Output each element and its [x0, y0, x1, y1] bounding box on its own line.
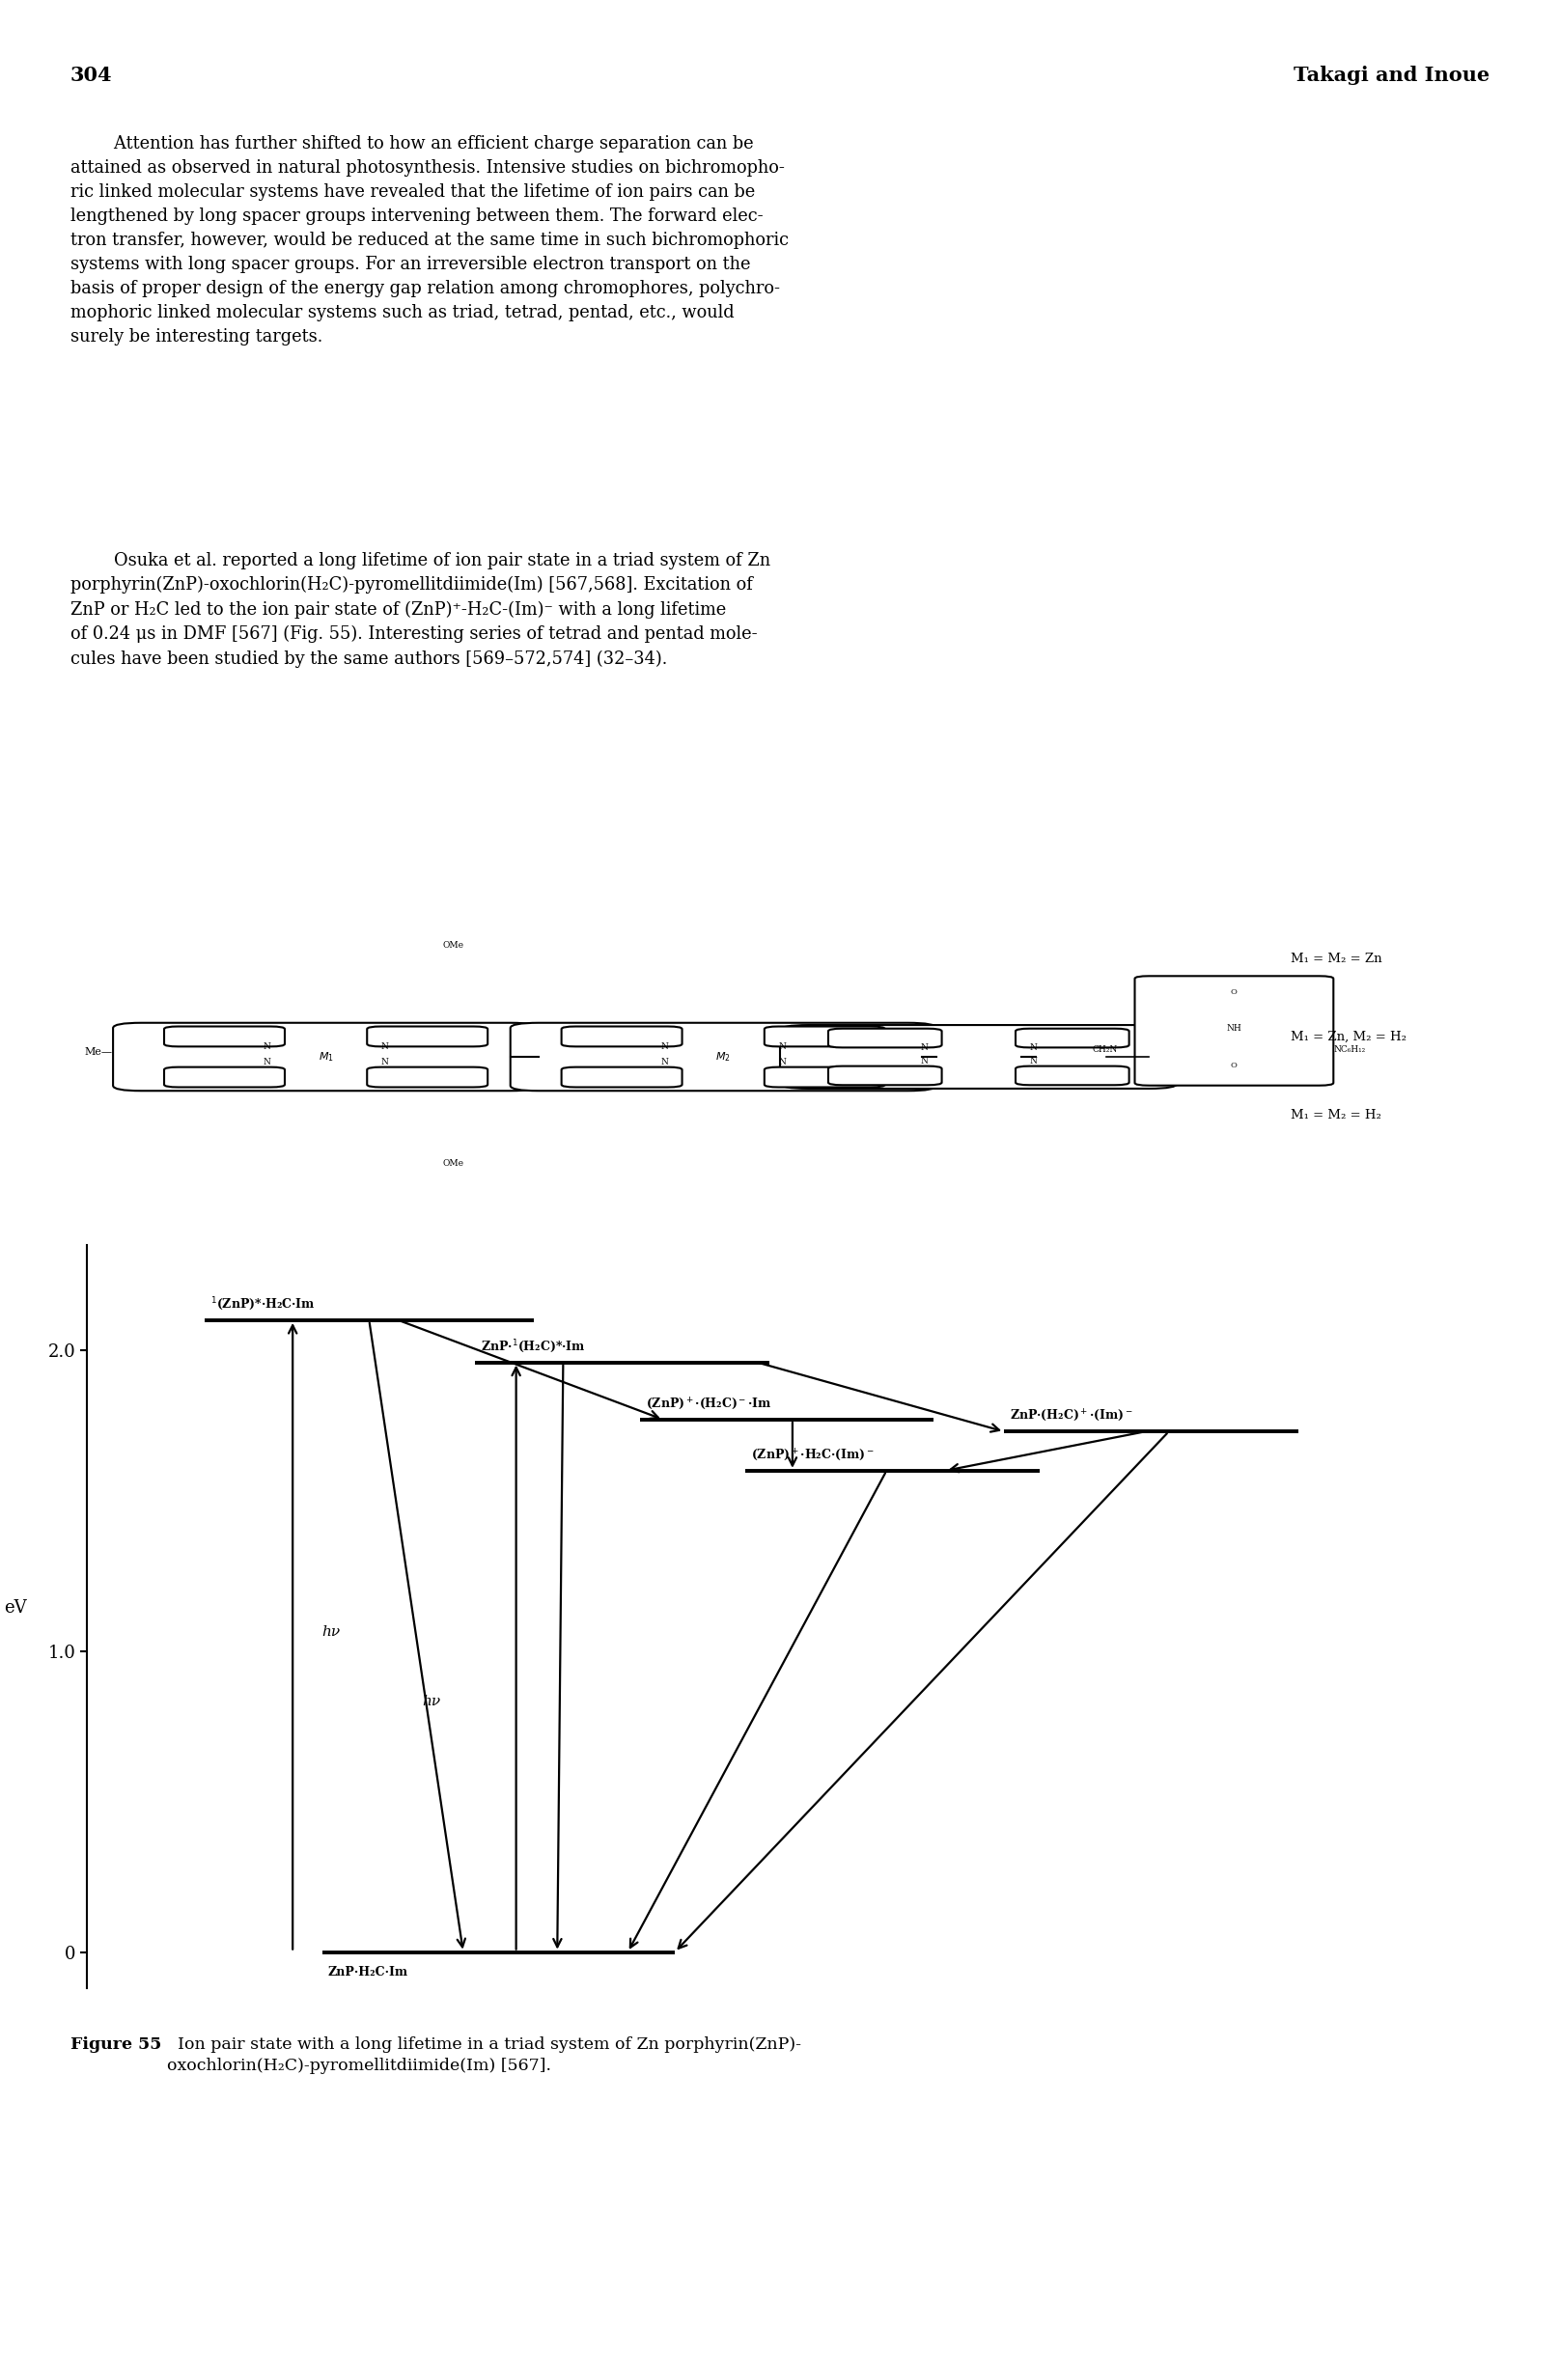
Text: Figure 55: Figure 55: [70, 2037, 162, 2054]
Text: ZnP·(H₂C)$^+$·(Im)$^-$: ZnP·(H₂C)$^+$·(Im)$^-$: [1009, 1409, 1133, 1423]
Text: O: O: [1231, 1061, 1237, 1069]
Text: $M_2$: $M_2$: [716, 1050, 730, 1064]
FancyBboxPatch shape: [112, 1023, 538, 1090]
Text: O: O: [1231, 988, 1237, 997]
Text: CH₂N: CH₂N: [1092, 1045, 1117, 1054]
Text: ZnP·$^1$(H₂C)*·Im: ZnP·$^1$(H₂C)*·Im: [480, 1338, 587, 1354]
Text: OMe: OMe: [443, 940, 465, 950]
Text: 304: 304: [70, 67, 112, 86]
Text: (ZnP)$^+$·H₂C·(Im)$^-$: (ZnP)$^+$·H₂C·(Im)$^-$: [752, 1447, 875, 1464]
FancyBboxPatch shape: [828, 1066, 942, 1085]
FancyBboxPatch shape: [510, 1023, 936, 1090]
FancyBboxPatch shape: [1016, 1028, 1129, 1047]
Text: N: N: [381, 1057, 388, 1066]
Text: N: N: [920, 1042, 928, 1052]
Text: Ion pair state with a long lifetime in a triad system of Zn porphyrin(ZnP)-
oxoc: Ion pair state with a long lifetime in a…: [167, 2037, 802, 2075]
FancyBboxPatch shape: [780, 1026, 1178, 1088]
Text: N: N: [1030, 1042, 1037, 1052]
Text: (ZnP)$^+$·(H₂C)$^-$·Im: (ZnP)$^+$·(H₂C)$^-$·Im: [646, 1397, 771, 1411]
Text: N: N: [920, 1057, 928, 1066]
Text: M₁ = M₂ = Zn: M₁ = M₂ = Zn: [1290, 952, 1382, 966]
Text: N: N: [778, 1042, 786, 1052]
Text: M₁ = Zn, M₂ = H₂: M₁ = Zn, M₂ = H₂: [1290, 1031, 1407, 1042]
Text: hν: hν: [423, 1695, 440, 1709]
Text: N: N: [778, 1057, 786, 1066]
FancyBboxPatch shape: [1134, 976, 1334, 1085]
Text: OMe: OMe: [443, 1159, 465, 1169]
FancyBboxPatch shape: [164, 1066, 285, 1088]
Text: N: N: [264, 1057, 271, 1066]
FancyBboxPatch shape: [1016, 1066, 1129, 1085]
FancyBboxPatch shape: [562, 1066, 682, 1088]
Text: ZnP·H₂C·Im: ZnP·H₂C·Im: [328, 1966, 409, 1978]
Text: N: N: [264, 1042, 271, 1052]
Text: $M_1$: $M_1$: [318, 1050, 334, 1064]
Text: N: N: [381, 1042, 388, 1052]
FancyBboxPatch shape: [367, 1026, 488, 1047]
Text: Me—: Me—: [84, 1047, 112, 1057]
Text: Attention has further shifted to how an efficient charge separation can be
attai: Attention has further shifted to how an …: [70, 136, 789, 345]
Text: hν: hν: [321, 1626, 340, 1640]
Y-axis label: eV: eV: [5, 1599, 27, 1616]
Text: NC₆H₁₂: NC₆H₁₂: [1334, 1045, 1365, 1054]
FancyBboxPatch shape: [164, 1026, 285, 1047]
Text: N: N: [660, 1057, 668, 1066]
FancyBboxPatch shape: [828, 1028, 942, 1047]
FancyBboxPatch shape: [562, 1026, 682, 1047]
Text: Takagi and Inoue: Takagi and Inoue: [1293, 67, 1490, 86]
Text: N: N: [1030, 1057, 1037, 1066]
Text: M₁ = M₂ = H₂: M₁ = M₂ = H₂: [1290, 1109, 1382, 1121]
Text: N: N: [660, 1042, 668, 1052]
FancyBboxPatch shape: [764, 1066, 885, 1088]
FancyBboxPatch shape: [367, 1066, 488, 1088]
Text: NH: NH: [1226, 1023, 1242, 1033]
Text: $^1$(ZnP)*·H₂C·Im: $^1$(ZnP)*·H₂C·Im: [211, 1295, 315, 1314]
FancyBboxPatch shape: [764, 1026, 885, 1047]
Text: Osuka et al. reported a long lifetime of ion pair state in a triad system of Zn
: Osuka et al. reported a long lifetime of…: [70, 552, 771, 666]
